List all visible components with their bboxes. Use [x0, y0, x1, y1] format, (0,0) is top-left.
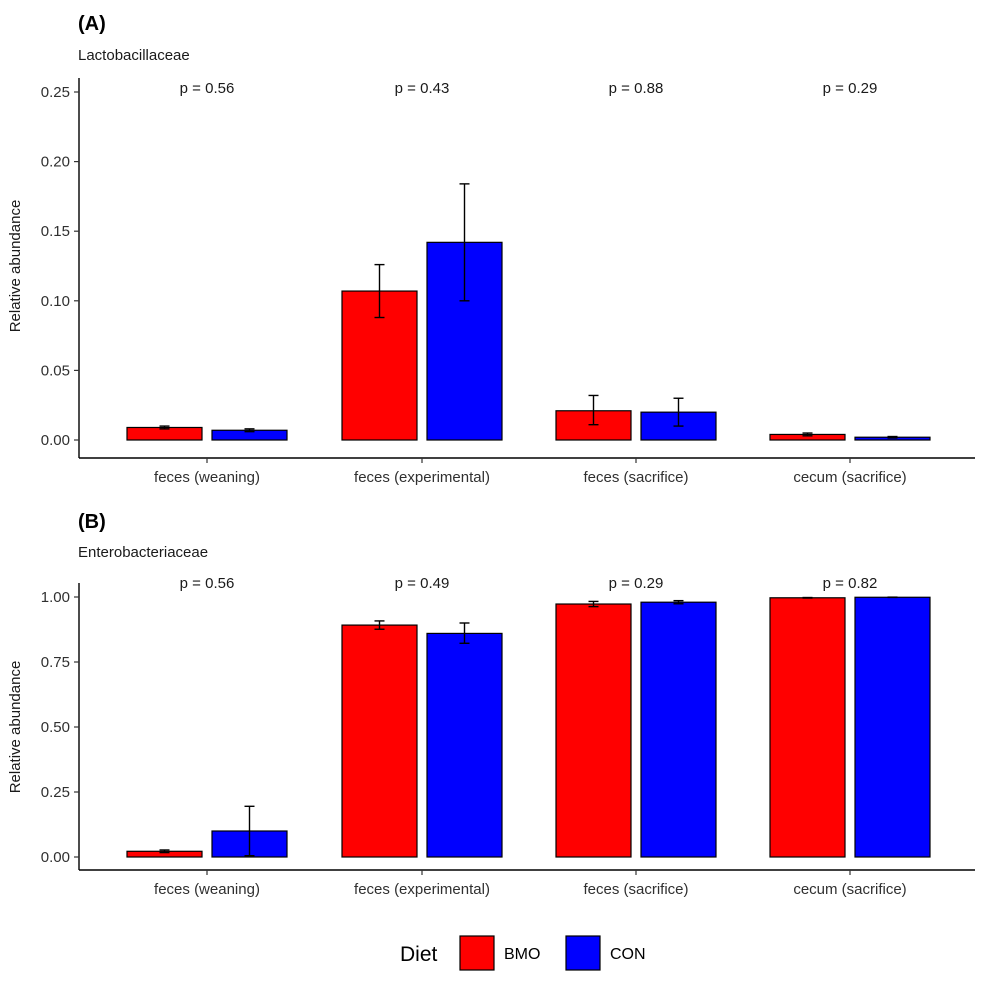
- x-tick-label: cecum (sacrifice): [793, 469, 906, 486]
- legend-label-bmo: BMO: [504, 946, 540, 963]
- bar-con: [640, 601, 717, 858]
- y-tick-label: 0.00: [41, 432, 70, 449]
- bar-con: [426, 632, 503, 858]
- x-tick-label: feces (experimental): [354, 469, 490, 486]
- x-tick-label: cecum (sacrifice): [793, 881, 906, 898]
- y-tick-label: 0.10: [41, 293, 70, 310]
- p-value-label: p = 0.56: [180, 80, 235, 97]
- panel-subtitle: Lactobacillaceae: [78, 47, 190, 64]
- p-value-label: p = 0.88: [609, 80, 664, 97]
- legend-swatch-con: [565, 935, 601, 971]
- y-tick-label: 0.00: [41, 849, 70, 866]
- legend-title: Diet: [400, 943, 438, 966]
- y-tick-label: 0.15: [41, 223, 70, 240]
- legend-label-con: CON: [610, 946, 646, 963]
- bar-bmo: [555, 603, 632, 858]
- bar-bmo: [341, 624, 418, 858]
- y-tick-label: 0.20: [41, 154, 70, 171]
- x-tick-label: feces (weaning): [154, 469, 260, 486]
- y-axis-label: Relative abundance: [7, 200, 24, 333]
- chart-panel-b: (B) Enterobacteriaceae Relative abundance 0…: [7, 511, 975, 898]
- p-value-label: p = 0.49: [395, 575, 450, 592]
- p-value-label: p = 0.29: [609, 575, 664, 592]
- p-value-label: p = 0.29: [823, 80, 878, 97]
- y-tick-label: 0.05: [41, 362, 70, 379]
- legend-swatch-bmo: [459, 935, 495, 971]
- p-value-label: p = 0.82: [823, 575, 878, 592]
- chart-panel-a: (A) Lactobacillaceae Relative abundance 0.0…: [7, 13, 975, 486]
- y-tick-label: 0.25: [41, 784, 70, 801]
- panel-tag: (A): [78, 13, 106, 35]
- panel-subtitle: Enterobacteriaceae: [78, 544, 208, 561]
- p-value-label: p = 0.56: [180, 575, 235, 592]
- x-tick-label: feces (experimental): [354, 881, 490, 898]
- legend: Diet BMO CON: [400, 935, 646, 971]
- x-tick-label: feces (sacrifice): [583, 881, 688, 898]
- bar-bmo: [769, 597, 846, 858]
- y-tick-label: 1.00: [41, 589, 70, 606]
- y-tick-label: 0.25: [41, 84, 70, 101]
- y-axis-label: Relative abundance: [7, 661, 24, 794]
- bar-con: [854, 596, 931, 858]
- y-tick-label: 0.50: [41, 719, 70, 736]
- x-tick-label: feces (sacrifice): [583, 469, 688, 486]
- panel-tag: (B): [78, 511, 106, 533]
- p-value-label: p = 0.43: [395, 80, 450, 97]
- x-tick-label: feces (weaning): [154, 881, 260, 898]
- y-tick-label: 0.75: [41, 654, 70, 671]
